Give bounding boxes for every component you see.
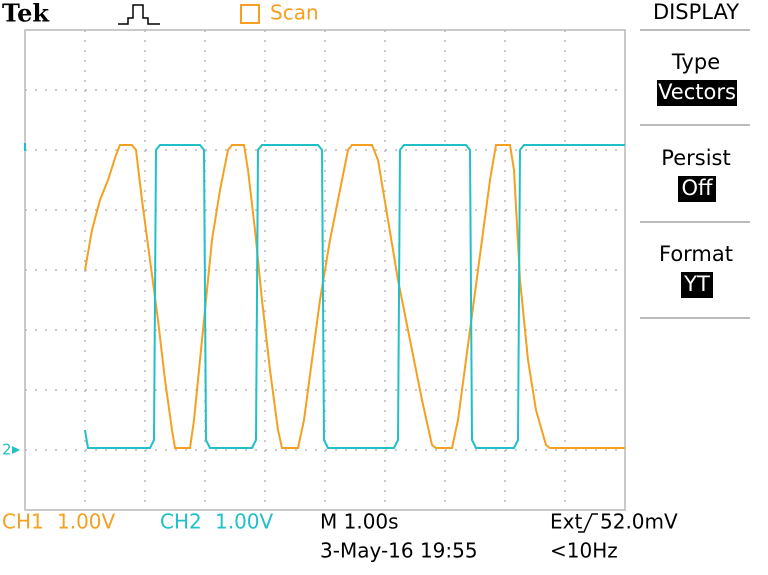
trigger-source: Ext	[550, 510, 582, 534]
ch2-label: CH2	[160, 510, 202, 534]
menu-label: Type	[671, 50, 720, 74]
menu-item[interactable]: Format YT	[659, 242, 733, 298]
menu-item[interactable]: Type Vectors	[657, 50, 737, 106]
ch1-scale: 1.00V	[57, 510, 116, 534]
menu-title: DISPLAY	[653, 0, 739, 24]
menu-value: Off	[682, 176, 714, 200]
menu-value-bg	[681, 272, 713, 298]
menu-value-bg	[657, 80, 737, 106]
trigger-frequency: <10Hz	[550, 539, 618, 563]
brand: Tek	[2, 0, 50, 28]
ch2-scale: 1.00V	[215, 510, 274, 534]
menu-value: Vectors	[658, 80, 736, 104]
trigger-slope-icon	[578, 513, 598, 533]
timebase: M 1.00s	[320, 510, 399, 534]
menu-label: Format	[659, 242, 733, 266]
ch2-trace	[84, 144, 625, 449]
menu-label: Persist	[661, 146, 730, 170]
date-time: 3-May-16 19:55	[320, 539, 478, 563]
menu-value: YT	[683, 272, 710, 296]
menu-value-bg	[678, 176, 716, 202]
ch1-trace	[84, 144, 625, 449]
trigger-level: 52.0mV	[600, 510, 678, 534]
scan-box	[240, 4, 260, 24]
ground-arrow	[12, 446, 20, 454]
acquire-icon	[118, 4, 160, 25]
ch1-label: CH1	[2, 510, 44, 534]
ground-marker: 2	[2, 441, 12, 459]
scan-mode: Scan	[270, 1, 319, 25]
menu-item[interactable]: Persist Off	[661, 146, 731, 202]
